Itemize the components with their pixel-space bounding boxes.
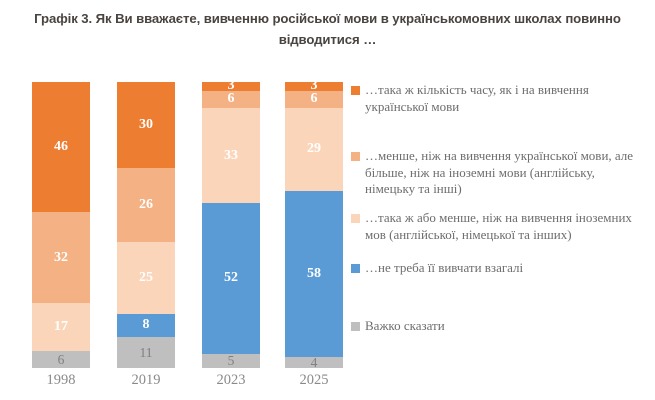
bar-segment-value-label: 46 — [54, 139, 68, 155]
bar-segment-value-label: 52 — [224, 270, 238, 286]
bar-segment-2025-s2[interactable]: 29 — [285, 107, 343, 191]
bar-segment-value-label: 17 — [54, 318, 68, 334]
bar-segment-2023-s0[interactable]: 3 — [202, 78, 260, 94]
bar-segment-2023-s1[interactable]: 6 — [202, 90, 260, 108]
bar-column-1998[interactable]: 46 32 17 6 — [32, 82, 90, 368]
bar-segment-2025-s3[interactable]: 58 — [285, 190, 343, 357]
bar-segment-2023-s4[interactable]: 5 — [202, 353, 260, 368]
bar-segment-value-label: 6 — [57, 351, 65, 367]
legend-swatch-hard-to-say — [351, 322, 360, 331]
bar-segment-2019-s1[interactable]: 26 — [117, 167, 175, 243]
bar-column-2019[interactable]: 30 26 25 8 11 — [117, 82, 175, 368]
bar-segment-value-label: 26 — [139, 196, 153, 212]
category-label-2019: 2019 — [131, 372, 161, 388]
bar-segment-value-label: 6 — [310, 91, 318, 107]
legend-item-same-as-foreign[interactable]: …така ж або менше, ніж на вивчення інозе… — [351, 210, 645, 243]
bar-segment-2023-s3[interactable]: 52 — [202, 203, 260, 354]
bar-segment-value-label: 4 — [310, 354, 318, 370]
legend-item-same-as-ukrainian[interactable]: …така ж кількість часу, як і на вивчення… — [351, 82, 645, 115]
bar-segment-1998-s2[interactable]: 17 — [32, 302, 90, 351]
legend-label-same-as-ukrainian: …така ж кількість часу, як і на вивчення… — [365, 82, 589, 114]
bar-segment-value-label: 58 — [307, 265, 321, 281]
legend-swatch-same-as-ukrainian — [351, 86, 360, 95]
bar-column-2025[interactable]: 3 6 29 58 4 — [285, 78, 343, 370]
bar-segment-2019-s0[interactable]: 30 — [117, 82, 175, 168]
legend-label-not-at-all: …не треба її вивчати взагалі — [365, 260, 524, 275]
category-label-2025: 2025 — [299, 372, 329, 388]
legend-label-less-than-ukrainian: …менше, ніж на вивчення української мови… — [365, 148, 634, 196]
bar-segment-2019-s2[interactable]: 25 — [117, 242, 175, 314]
bar-segment-value-label: 29 — [307, 141, 321, 157]
legend-swatch-same-as-foreign — [351, 214, 360, 223]
bar-segment-2023-s2[interactable]: 33 — [202, 107, 260, 204]
plot-area: 46 32 17 6 30 26 25 8 11 3 6 33 52 5 3 6 29 58 4 — [0, 78, 350, 370]
bar-segment-2025-s0[interactable]: 3 — [285, 78, 343, 94]
bar-segment-2025-s1[interactable]: 6 — [285, 90, 343, 108]
bar-segment-value-label: 5 — [227, 353, 235, 368]
bar-segment-2025-s4[interactable]: 4 — [285, 354, 343, 370]
legend-label-hard-to-say: Важко сказати — [365, 318, 445, 333]
bar-segment-value-label: 33 — [224, 147, 238, 163]
bar-segment-value-label: 3 — [310, 78, 318, 94]
legend-swatch-not-at-all — [351, 264, 360, 273]
bar-segment-value-label: 6 — [227, 91, 235, 107]
legend-item-not-at-all[interactable]: …не треба її вивчати взагалі — [351, 260, 523, 277]
bar-segment-2019-s3[interactable]: 8 — [117, 313, 175, 337]
category-label-1998: 1998 — [46, 372, 76, 388]
bar-segment-value-label: 25 — [139, 269, 153, 285]
bar-segment-1998-s4[interactable]: 6 — [32, 350, 90, 368]
chart-title: Графік 3. Як Ви вважаєте, вивченню росій… — [34, 11, 621, 47]
legend-item-less-than-ukrainian[interactable]: …менше, ніж на вивчення української мови… — [351, 148, 645, 198]
bar-segment-2019-s4[interactable]: 11 — [117, 336, 175, 368]
bar-segment-value-label: 32 — [54, 249, 68, 265]
bar-segment-value-label: 11 — [139, 344, 153, 360]
bar-segment-1998-s1[interactable]: 32 — [32, 212, 90, 303]
bar-segment-value-label: 3 — [227, 78, 235, 94]
category-label-2023: 2023 — [216, 372, 246, 388]
bar-column-2023[interactable]: 3 6 33 52 5 — [202, 78, 260, 368]
legend-item-hard-to-say[interactable]: Важко сказати — [351, 318, 445, 335]
bar-segment-value-label: 30 — [139, 116, 153, 132]
legend-label-same-as-foreign: …така ж або менше, ніж на вивчення інозе… — [365, 210, 632, 242]
legend-swatch-less-than-ukrainian — [351, 152, 360, 161]
bar-segment-value-label: 8 — [142, 317, 150, 333]
bar-segment-1998-s0[interactable]: 46 — [32, 82, 90, 213]
